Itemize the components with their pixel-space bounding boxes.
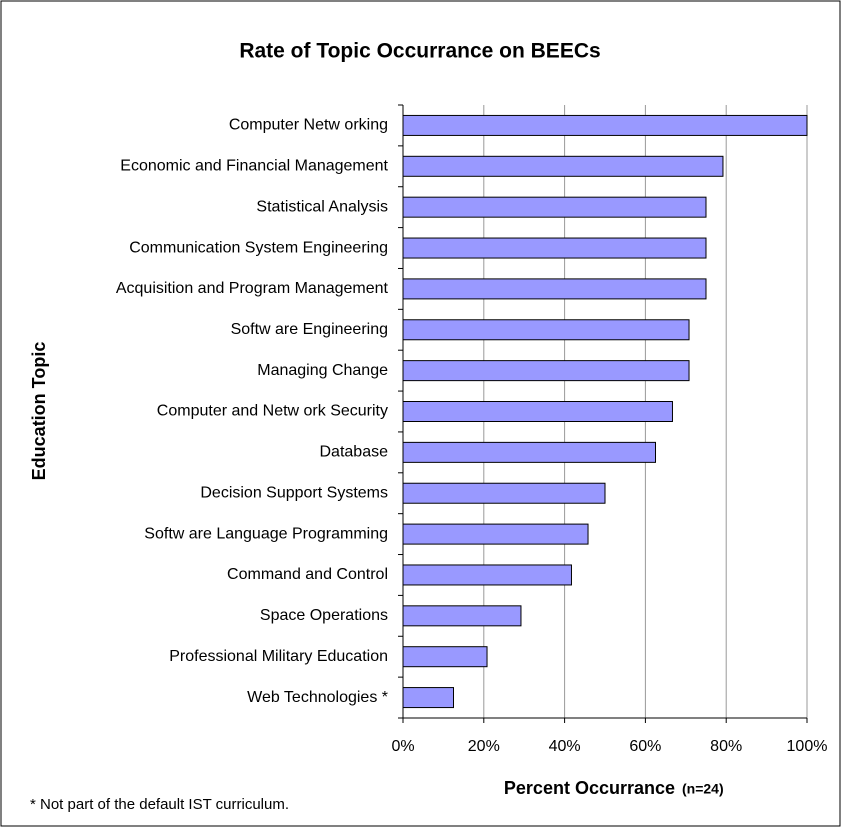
y-tick-label: Statistical Analysis — [256, 198, 388, 215]
bar — [402, 401, 673, 422]
y-tick-label: Communication System Engineering — [129, 239, 388, 256]
y-tick-label: Managing Change — [257, 362, 388, 379]
y-tick-label: Command and Control — [227, 566, 388, 583]
y-tick-label: Professional Military Education — [169, 648, 388, 665]
bar — [402, 523, 589, 545]
bar — [402, 605, 522, 627]
y-tick-label: Economic and Financial Management — [120, 158, 388, 175]
x-axis-label: Percent Occurrance — [504, 778, 675, 798]
bar — [402, 441, 656, 463]
x-tick-label: 80% — [710, 738, 742, 755]
x-tick-label: 40% — [549, 738, 581, 755]
bar — [402, 196, 707, 218]
footnote: * Not part of the default IST curriculum… — [30, 796, 289, 813]
y-tick-label: Acquisition and Program Management — [116, 280, 389, 297]
y-tick-label: Web Technologies * — [247, 689, 388, 706]
bar — [402, 278, 707, 300]
x-tick-label: 0% — [391, 738, 414, 755]
y-tick-label: Space Operations — [260, 607, 388, 624]
y-tick-label: Computer and Netw ork Security — [157, 403, 388, 420]
bar — [402, 155, 724, 177]
y-axis-label: Education Topic — [29, 342, 49, 481]
bar — [402, 564, 572, 586]
bar — [402, 237, 707, 259]
y-tick-label: Computer Netw orking — [229, 117, 388, 134]
chart-title: Rate of Topic Occurrance on BEECs — [239, 40, 600, 63]
y-tick-label: Softw are Language Programming — [144, 525, 388, 542]
x-tick-label: 100% — [787, 738, 828, 755]
bar — [402, 687, 454, 709]
x-tick-label: 20% — [468, 738, 500, 755]
x-tick-label: 60% — [629, 738, 661, 755]
y-tick-label: Database — [320, 444, 389, 461]
x-axis-note: (n=24) — [682, 781, 724, 797]
bar — [402, 646, 488, 668]
bar — [402, 319, 690, 341]
y-tick-label: Softw are Engineering — [231, 321, 388, 338]
y-tick-label: Decision Support Systems — [200, 484, 388, 501]
bar — [402, 114, 808, 136]
bar — [402, 360, 690, 382]
bar — [402, 482, 606, 504]
